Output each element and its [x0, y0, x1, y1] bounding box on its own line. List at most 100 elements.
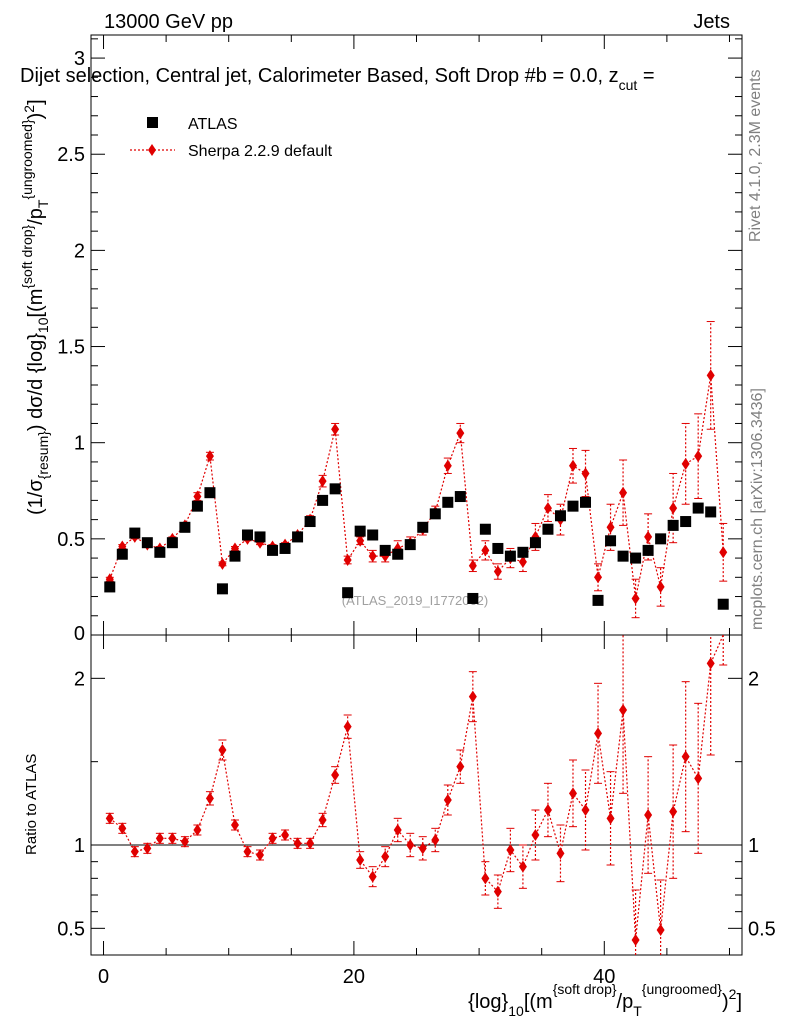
- sherpa-point-ratio: [443, 794, 452, 806]
- sherpa-point-ratio: [681, 750, 690, 763]
- atlas-point-main: [354, 525, 366, 537]
- sherpa-point-ratio: [493, 885, 502, 898]
- atlas-point-main: [667, 519, 679, 531]
- sherpa-point-main: [619, 486, 628, 499]
- sherpa-point-ratio: [168, 832, 177, 845]
- sherpa-series-main: [105, 321, 728, 619]
- atlas-point-main: [342, 587, 354, 599]
- main-y-tick-label: 2.5: [57, 144, 85, 166]
- main-axis-ticks: 0.5 1 1.5 2 2.5 3 0: [57, 38, 742, 645]
- atlas-point-main: [417, 521, 429, 533]
- atlas-point-main: [241, 529, 253, 541]
- sherpa-point-ratio: [393, 824, 402, 836]
- sherpa-point-ratio: [356, 854, 365, 866]
- sherpa-point-ratio: [281, 829, 290, 841]
- mcplots-label: mcplots.cern.ch [arXiv:1306.3436]: [749, 388, 766, 630]
- sherpa-point-ratio: [431, 834, 440, 846]
- sherpa-point-ratio: [518, 860, 527, 873]
- main-y-tick-label: 1.5: [57, 337, 85, 359]
- sherpa-point-ratio: [293, 837, 302, 850]
- atlas-point-main: [692, 502, 704, 514]
- sherpa-point-ratio: [656, 924, 665, 936]
- sherpa-series-ratio: [105, 634, 728, 955]
- sherpa-point-ratio: [543, 804, 552, 816]
- sherpa-point-ratio: [343, 720, 352, 733]
- atlas-point-main: [204, 487, 216, 499]
- x-tick-label: 20: [343, 966, 365, 988]
- sherpa-point-ratio: [606, 812, 615, 825]
- atlas-point-main: [166, 537, 178, 549]
- atlas-series-main: [104, 483, 729, 610]
- sherpa-point-ratio: [193, 824, 202, 836]
- sherpa-point-main: [656, 580, 665, 593]
- sherpa-point-main: [456, 427, 465, 440]
- atlas-point-main: [141, 537, 153, 549]
- process-label: Jets: [693, 11, 730, 33]
- sherpa-point-ratio: [594, 727, 603, 740]
- plot-title-main: Dijet selection, Central jet, Calorimete…: [20, 65, 619, 87]
- atlas-point-main: [592, 594, 604, 606]
- sherpa-point-main: [481, 544, 490, 557]
- sherpa-point-ratio: [581, 804, 590, 816]
- main-y-zero-label: 0: [74, 623, 85, 645]
- atlas-point-main: [404, 539, 416, 551]
- sherpa-point-ratio: [306, 837, 315, 850]
- sherpa-point-ratio: [556, 847, 565, 860]
- atlas-point-main: [630, 552, 642, 564]
- sherpa-point-main: [606, 521, 615, 534]
- sherpa-point-ratio: [531, 829, 540, 841]
- legend-atlas-marker: [147, 117, 158, 128]
- sherpa-point-main: [331, 423, 340, 436]
- sherpa-point-ratio: [118, 822, 127, 835]
- sherpa-point-main: [356, 534, 365, 547]
- sherpa-point-ratio: [368, 870, 377, 883]
- sherpa-point-ratio: [406, 839, 415, 851]
- sherpa-point-ratio: [481, 872, 490, 885]
- atlas-point-main: [529, 537, 541, 549]
- atlas-point-main: [567, 500, 579, 512]
- energy-label: 13000 GeV pp: [104, 11, 233, 33]
- main-y-axis-label: (1/σ{resum}) dσ/d {log}10[(m{soft drop}/…: [19, 99, 51, 515]
- x-axis-label: {log}10[(m{soft drop}/pT{ungroomed})2]: [468, 981, 742, 1019]
- atlas-point-main: [492, 542, 504, 554]
- atlas-point-main: [442, 496, 454, 508]
- sherpa-point-ratio: [243, 845, 252, 858]
- atlas-point-main: [542, 523, 554, 535]
- atlas-point-main: [504, 550, 516, 562]
- atlas-point-main: [304, 516, 316, 528]
- sherpa-point-main: [543, 502, 552, 515]
- ratio-y-tick-label-right: 1: [748, 835, 759, 857]
- sherpa-point-main: [631, 592, 640, 605]
- atlas-point-main: [479, 523, 491, 535]
- sherpa-point-main: [493, 565, 502, 578]
- sherpa-point-ratio: [468, 690, 477, 703]
- sherpa-point-main: [669, 502, 678, 515]
- atlas-point-main: [655, 533, 667, 545]
- main-y-tick-label: 3: [74, 48, 85, 70]
- sherpa-point-ratio: [418, 842, 427, 855]
- sherpa-point-ratio: [644, 809, 653, 821]
- sherpa-point-main: [694, 450, 703, 463]
- main-y-tick-label: 1: [74, 433, 85, 455]
- sherpa-point-ratio: [130, 845, 139, 858]
- ratio-plot-frame: [90, 634, 743, 956]
- atlas-point-main: [605, 535, 617, 547]
- atlas-point-main: [129, 527, 141, 539]
- legend-sherpa-marker: [148, 144, 156, 156]
- atlas-point-main: [179, 521, 191, 533]
- sherpa-point-main: [518, 555, 527, 568]
- sherpa-point-main: [681, 457, 690, 470]
- sherpa-point-main: [193, 490, 202, 503]
- analysis-id-label: (ATLAS_2019_I1772062): [342, 593, 488, 608]
- atlas-point-main: [329, 483, 341, 495]
- sherpa-point-ratio: [631, 934, 640, 946]
- plot-title: Dijet selection, Central jet, Calorimete…: [20, 65, 655, 93]
- atlas-point-main: [154, 546, 166, 558]
- sherpa-point-ratio: [230, 819, 239, 831]
- sherpa-point-ratio: [568, 787, 577, 800]
- legend-sherpa-label: Sherpa 2.2.9 default: [188, 143, 333, 160]
- ratio-y-axis-label: Ratio to ATLAS: [23, 754, 40, 855]
- atlas-point-main: [267, 544, 279, 556]
- atlas-point-main: [392, 548, 404, 560]
